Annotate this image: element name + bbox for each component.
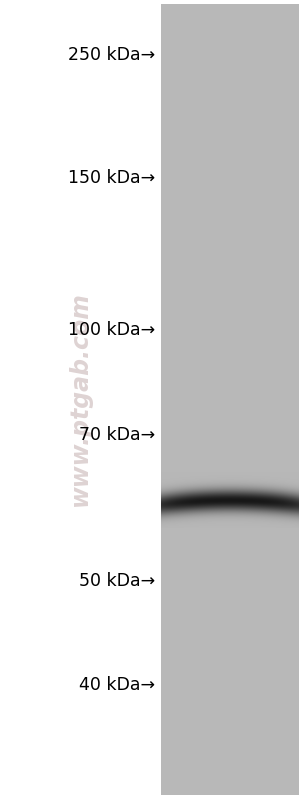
Text: 70 kDa→: 70 kDa→ bbox=[79, 426, 155, 444]
Text: 50 kDa→: 50 kDa→ bbox=[79, 572, 155, 590]
Text: www.ptgab.com: www.ptgab.com bbox=[68, 292, 92, 507]
Text: 250 kDa→: 250 kDa→ bbox=[68, 46, 155, 64]
Bar bbox=[160, 4, 298, 795]
Text: 100 kDa→: 100 kDa→ bbox=[68, 321, 155, 339]
Text: 150 kDa→: 150 kDa→ bbox=[68, 169, 155, 187]
Text: 40 kDa→: 40 kDa→ bbox=[79, 676, 155, 694]
